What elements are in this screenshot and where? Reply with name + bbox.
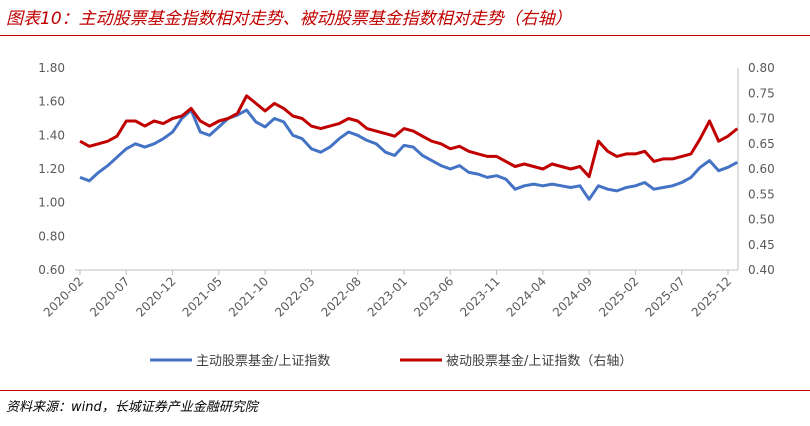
x-tick-label: 2023-06 bbox=[411, 274, 456, 319]
line-chart: 0.60 0.80 1.00 1.20 1.40 1.60 1.80 0.40 0.45 0.50… bbox=[38, 61, 775, 369]
y-right-tick-label: 0.65 bbox=[748, 137, 775, 151]
source-rule bbox=[0, 390, 810, 391]
x-tick-label: 2024-04 bbox=[504, 274, 549, 319]
y-right-tick-label: 0.50 bbox=[748, 213, 775, 227]
y-left-tick-label: 1.40 bbox=[38, 128, 65, 142]
x-tick-label: 2022-08 bbox=[318, 274, 363, 319]
y-left-tick-label: 0.80 bbox=[38, 229, 65, 243]
y-left-tick-label: 1.00 bbox=[38, 196, 65, 210]
source-note: 资料来源：wind，长城证券产业金融研究院 bbox=[6, 400, 258, 415]
x-tick-label: 2025-07 bbox=[642, 274, 687, 319]
x-tick-label: 2020-02 bbox=[41, 274, 86, 319]
series-line-passive bbox=[79, 94, 739, 179]
figure-title: 图表10：主动股票基金指数相对走势、被动股票基金指数相对走势（右轴） bbox=[6, 9, 572, 29]
y-right-tick-label: 0.40 bbox=[748, 263, 775, 277]
y-right-tick-label: 0.45 bbox=[748, 238, 775, 252]
x-tick-label: 2025-02 bbox=[596, 274, 641, 319]
series-line-active bbox=[79, 108, 739, 201]
x-tick-label: 2022-03 bbox=[272, 274, 317, 319]
x-tick-label: 2023-11 bbox=[457, 274, 502, 319]
x-tick-label: 2024-09 bbox=[550, 274, 595, 319]
x-tick-label: 2021-05 bbox=[180, 274, 225, 319]
y-right-tick-label: 0.75 bbox=[748, 86, 775, 100]
legend-label: 主动股票基金/上证指数 bbox=[196, 353, 330, 369]
legend-label: 被动股票基金/上证指数（右轴） bbox=[446, 353, 632, 369]
y-right-tick-label: 0.60 bbox=[748, 162, 775, 176]
x-tick-label: 2020-07 bbox=[87, 274, 132, 319]
y-right-tick-label: 0.70 bbox=[748, 112, 775, 126]
title-rule bbox=[0, 35, 810, 36]
y-left-tick-label: 0.60 bbox=[38, 263, 65, 277]
y-left-tick-label: 1.80 bbox=[38, 61, 65, 75]
y-left-tick-label: 1.60 bbox=[38, 95, 65, 109]
x-tick-label: 2025-12 bbox=[689, 274, 734, 319]
x-tick-label: 2021-10 bbox=[226, 274, 271, 319]
y-right-tick-label: 0.80 bbox=[748, 61, 775, 75]
x-tick-label: 2020-12 bbox=[133, 274, 178, 319]
x-tick-label: 2023-01 bbox=[365, 274, 410, 319]
y-left-tick-label: 1.20 bbox=[38, 162, 65, 176]
y-right-tick-label: 0.55 bbox=[748, 187, 775, 201]
